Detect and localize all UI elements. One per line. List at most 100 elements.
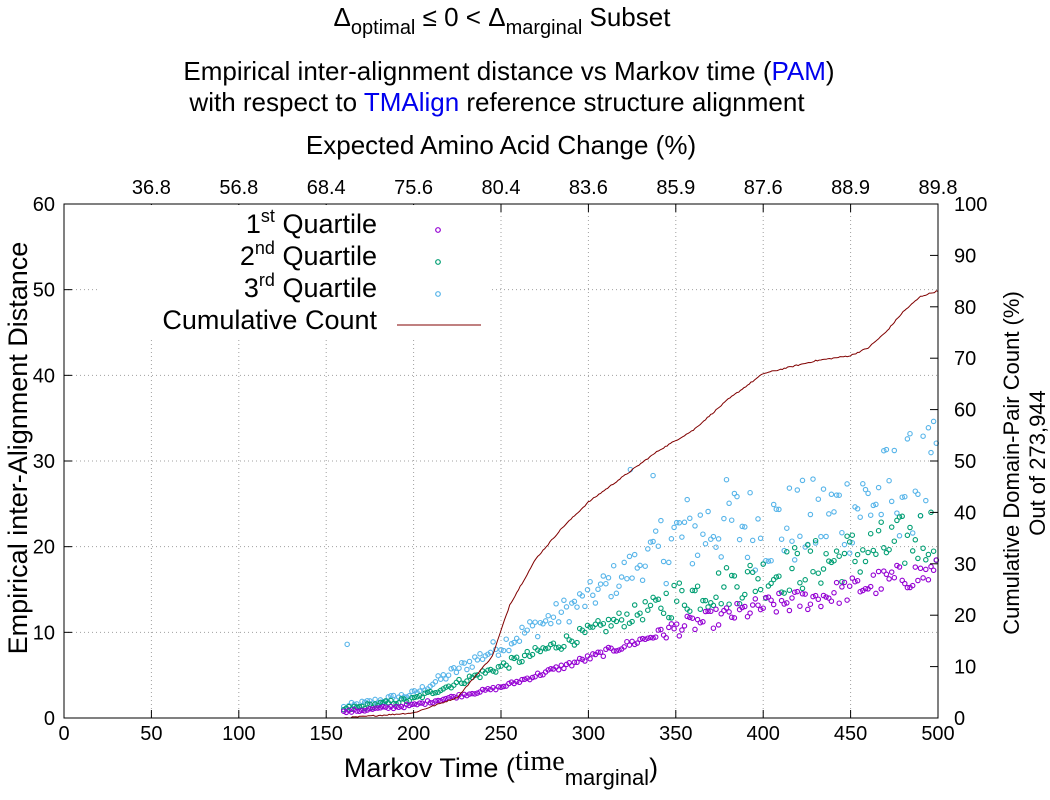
scatter-point <box>574 659 580 666</box>
legend-entry-3rd-quartile: 3rd Quartile <box>244 270 377 303</box>
scatter-point <box>542 618 549 624</box>
scatter-point <box>645 635 651 641</box>
scatter-point <box>485 685 491 692</box>
scatter-point <box>563 661 570 668</box>
scatter-point <box>826 558 832 564</box>
scatter-point <box>663 635 669 641</box>
scatter-point <box>490 639 496 645</box>
scatter-point <box>736 536 743 543</box>
scatter-point <box>784 600 790 606</box>
scatter-point <box>613 648 620 654</box>
scatter-point <box>409 688 415 695</box>
scatter-point <box>516 679 523 686</box>
scatter-point <box>881 447 887 454</box>
scatter-point <box>603 580 609 587</box>
scatter-point <box>432 679 439 685</box>
scatter-point <box>563 633 570 639</box>
y-tick-label: 40 <box>33 365 55 387</box>
scatter-point <box>673 519 680 526</box>
scatter-point <box>511 655 517 662</box>
scatter-point <box>865 549 871 556</box>
scatter-point <box>351 703 357 710</box>
scatter-point <box>904 584 911 591</box>
scatter-point <box>508 654 515 661</box>
scatter-point <box>891 574 898 581</box>
scatter-point <box>600 653 607 660</box>
scatter-point <box>902 560 908 566</box>
scatter-point <box>513 635 520 642</box>
scatter-point <box>802 577 808 583</box>
scatter-point <box>833 492 840 498</box>
y-tick-label: 60 <box>33 194 55 216</box>
scatter-point <box>881 545 887 551</box>
scatter-point <box>590 592 596 599</box>
scatter-point <box>448 666 454 672</box>
scatter-point <box>590 651 596 657</box>
scatter-point <box>574 639 580 646</box>
scatter-point <box>493 669 499 675</box>
scatter-point <box>453 679 460 686</box>
scatter-point <box>655 627 662 633</box>
scatter-point <box>854 551 861 558</box>
scatter-point <box>702 597 709 604</box>
scatter-point <box>860 481 866 487</box>
scatter-point <box>616 647 622 653</box>
top-tick-label: 36.8 <box>132 177 171 199</box>
top-tick-label: 89.8 <box>919 177 958 199</box>
scatter-point <box>925 425 932 431</box>
scatter-point <box>537 648 544 655</box>
scatter-point <box>867 512 874 518</box>
scatter-point <box>776 573 782 579</box>
scatter-point <box>810 593 816 600</box>
scatter-point <box>857 569 863 575</box>
scatter-point <box>600 620 607 627</box>
top-tick-label: 68.4 <box>307 177 346 199</box>
scatter-point <box>909 548 916 554</box>
scatter-point <box>713 606 719 613</box>
scatter-point <box>891 447 898 454</box>
scatter-point <box>469 664 475 670</box>
scatter-point <box>760 605 766 611</box>
scatter-point <box>734 584 740 590</box>
scatter-point <box>529 651 536 658</box>
scatter-point <box>710 533 717 540</box>
scatter-point <box>584 653 591 659</box>
scatter-point <box>883 549 890 556</box>
scatter-point <box>668 536 675 542</box>
scatter-point <box>655 596 662 603</box>
top-tick-label: 75.6 <box>394 177 433 199</box>
scatter-point <box>873 501 879 508</box>
scatter-point <box>920 545 926 552</box>
scatter-point <box>836 553 842 559</box>
scatter-point <box>768 557 774 564</box>
scatter-point <box>529 622 536 629</box>
scatter-point <box>411 701 418 707</box>
scatter-point <box>721 515 727 522</box>
scatter-point <box>865 490 871 497</box>
scatter-point <box>642 563 648 569</box>
scatter-point <box>912 537 919 543</box>
scatter-point <box>437 676 444 682</box>
scatter-point <box>637 610 643 616</box>
scatter-point <box>902 580 908 587</box>
scatter-point <box>799 591 806 597</box>
scatter-point <box>671 582 677 589</box>
legend-marker-2nd-quartile <box>435 259 441 265</box>
scatter-point <box>844 481 850 487</box>
scatter-point <box>422 701 428 707</box>
scatter-point <box>886 477 892 484</box>
scatter-point <box>878 511 884 518</box>
scatter-point <box>655 543 662 549</box>
scatter-point <box>867 530 874 537</box>
scatter-point <box>393 703 399 710</box>
scatter-point <box>375 705 381 711</box>
scatter-point <box>561 665 567 672</box>
scatter-point <box>411 694 418 701</box>
scatter-point <box>781 590 787 596</box>
scatter-point <box>718 600 724 607</box>
scatter-point <box>763 594 769 601</box>
scatter-point <box>348 706 355 713</box>
scatter-point <box>870 572 877 578</box>
scatter-point <box>435 673 441 679</box>
scatter-point <box>797 533 803 540</box>
